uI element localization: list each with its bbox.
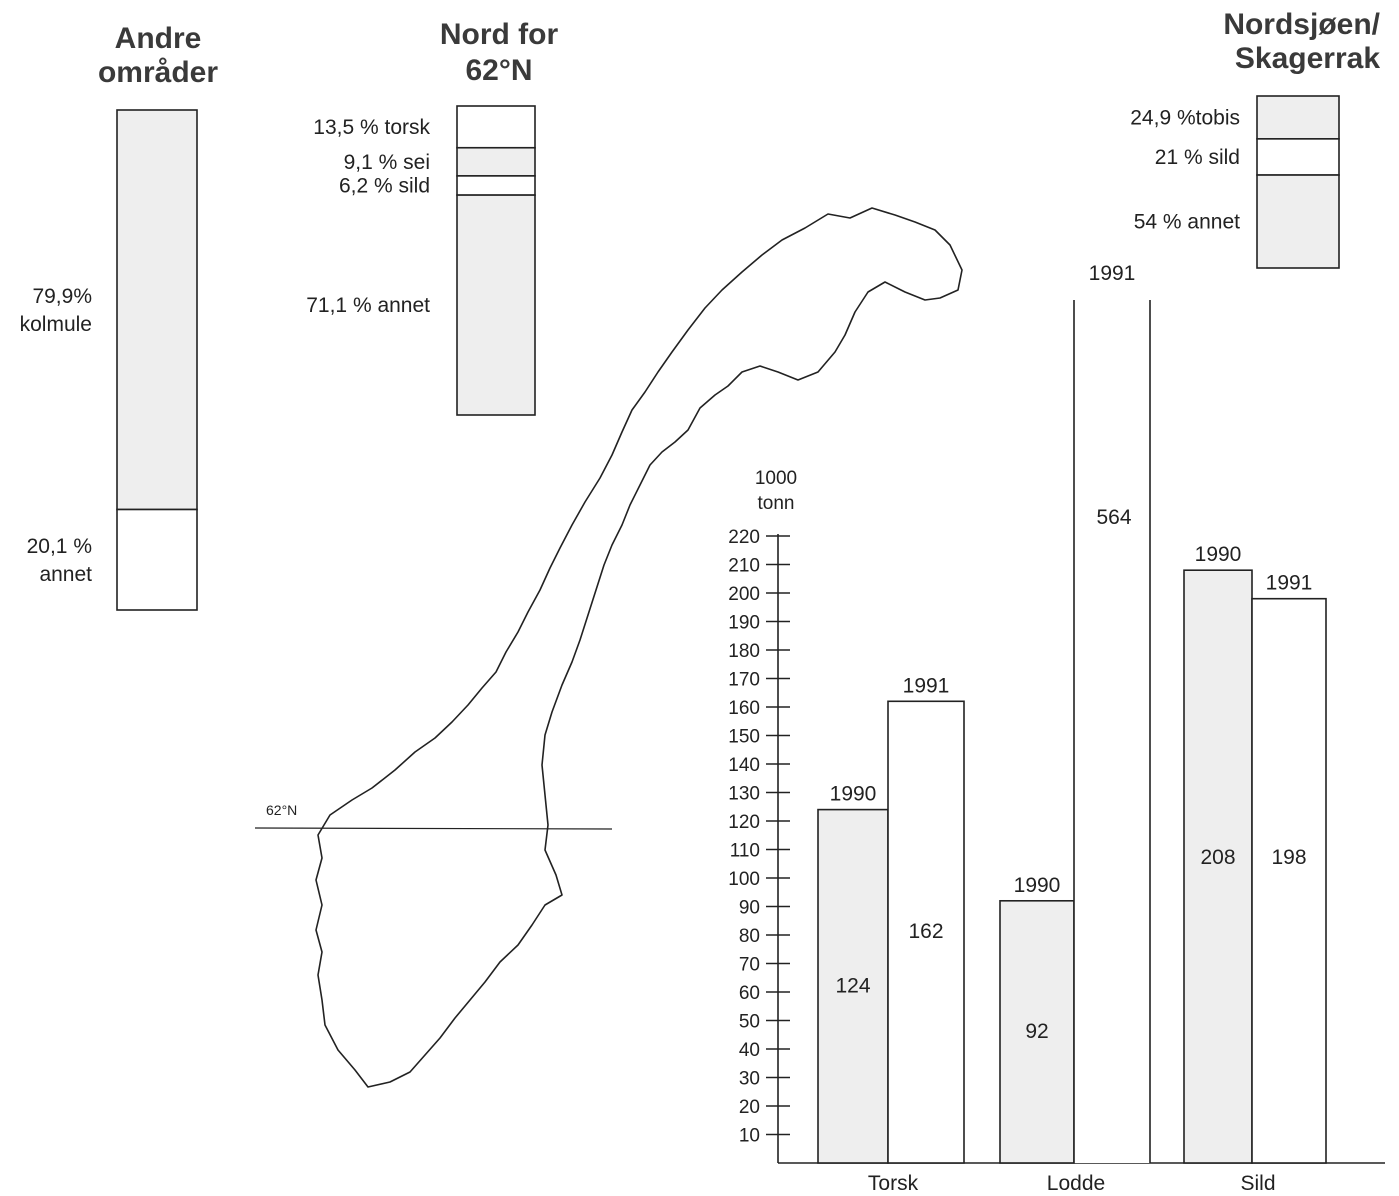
stack-segment-label: kolmule [20,313,92,336]
bar-value-label: 162 [908,920,943,943]
bar-year-label: 1991 [1266,572,1313,595]
y-tick-label: 100 [728,869,760,890]
bar-lodde-1991: 1991 564 [1073,262,1151,1163]
y-tick-label: 60 [739,983,760,1004]
y-tick-label: 210 [728,556,760,577]
y-tick-label: 160 [728,698,760,719]
y-axis-label-line: tonn [758,493,795,514]
y-tick-label: 180 [728,641,760,662]
bar-year-label: 1991 [903,674,950,697]
y-tick-label: 90 [739,898,760,919]
stack-segment [1256,174,1340,269]
y-tick-label: 220 [728,527,760,548]
stack-segment-label: 20,1 % [27,535,92,558]
y-axis-label-line: 1000 [755,468,797,489]
stack-title-line: 62°N [465,54,532,87]
parallel-62n-line [254,827,613,830]
parallel-62n-label: 62°N [266,802,297,818]
y-tick-label: 110 [730,841,760,862]
stack-segment-label: 71,1 % annet [306,294,430,317]
stack-title-line: Skagerrak [1235,42,1380,75]
x-category-label: Sild [1240,1172,1275,1195]
stack-segment [456,175,536,196]
bar-value-label: 564 [1096,506,1131,529]
stack-segment [456,105,536,149]
bar-value-label: 198 [1271,846,1306,869]
y-tick-label: 10 [739,1126,760,1147]
y-tick-label: 80 [739,926,760,947]
stack-segment-label: 24,9 %tobis [1130,106,1240,129]
bar-sild-1990: 1990 208 [1183,543,1253,1164]
bar-year-label: 1990 [830,783,877,806]
x-axis-categories: Torsk Lodde Sild [868,1172,1276,1195]
bar-fill [1074,300,1150,1163]
bar-torsk-1991: 1991 162 [887,674,965,1164]
y-axis-label: 1000 tonn [755,468,797,514]
y-tick-label: 190 [728,613,760,634]
stack-title-line: Nordsjøen/ [1223,8,1380,41]
stack-segment-label: 6,2 % sild [339,174,430,197]
y-tick-label: 70 [739,955,760,976]
y-tick-label: 200 [728,584,760,605]
bar-rect [1251,597,1327,1164]
y-tick-label: 20 [739,1097,760,1118]
stack-segment-label: annet [39,563,92,586]
y-tick-label: 30 [739,1069,760,1090]
stack-segment [456,146,536,177]
bar-rect [1183,569,1253,1164]
y-tick-label: 40 [739,1040,760,1061]
stack-segment [1256,95,1340,140]
landings-bar-chart: 1000 tonn 10 20 30 40 50 60 70 80 90 100 110 120 130 1… [728,262,1385,1195]
bar-sild-1991: 1991 198 [1251,572,1327,1164]
bar-lodde-1990: 1990 92 [999,874,1075,1164]
y-tick-label: 170 [728,670,760,691]
bar-year-label: 1990 [1014,874,1061,897]
stack-segment-label: 21 % sild [1155,146,1240,169]
norway-map: 62°N [254,207,963,1088]
bar-rect [887,700,965,1164]
y-tick-label: 140 [728,755,760,776]
stack-segment [116,109,198,511]
y-tick-label: 150 [728,727,760,748]
stack-segment-label: 54 % annet [1134,211,1240,234]
stack-segment-label: 9,1 % sei [344,151,430,174]
y-tick-label: 50 [739,1012,760,1033]
y-tick-label: 130 [728,784,760,805]
y-tick-label: 120 [728,812,760,833]
stack-segment [1256,138,1340,176]
bar-year-label: 1991 [1089,262,1136,285]
bars: 1990124199116219909219915641990208199119… [817,262,1327,1164]
bar-value-label: 92 [1025,1020,1048,1043]
x-category-label: Lodde [1047,1172,1105,1195]
stack-segment-label: 13,5 % torsk [313,116,430,139]
stack-segment-label: 79,9% [32,285,92,308]
bar-year-label: 1990 [1195,543,1242,566]
stack-title-line: Nord for [440,18,559,51]
bar-torsk-1990: 1990 124 [817,783,889,1164]
stack-segment [456,194,536,416]
stack-title-line: Andre [115,22,202,55]
stack-column-3: Nordsjøen/Skagerrak 24,9 %tobis 21 % sild 5… [1130,8,1381,269]
x-category-label: Torsk [868,1172,919,1195]
stack-segment [116,508,198,611]
stack-title-line: områder [98,56,218,89]
norway-coastline [315,207,963,1088]
bar-value-label: 124 [835,974,870,997]
bar-value-label: 208 [1200,846,1235,869]
